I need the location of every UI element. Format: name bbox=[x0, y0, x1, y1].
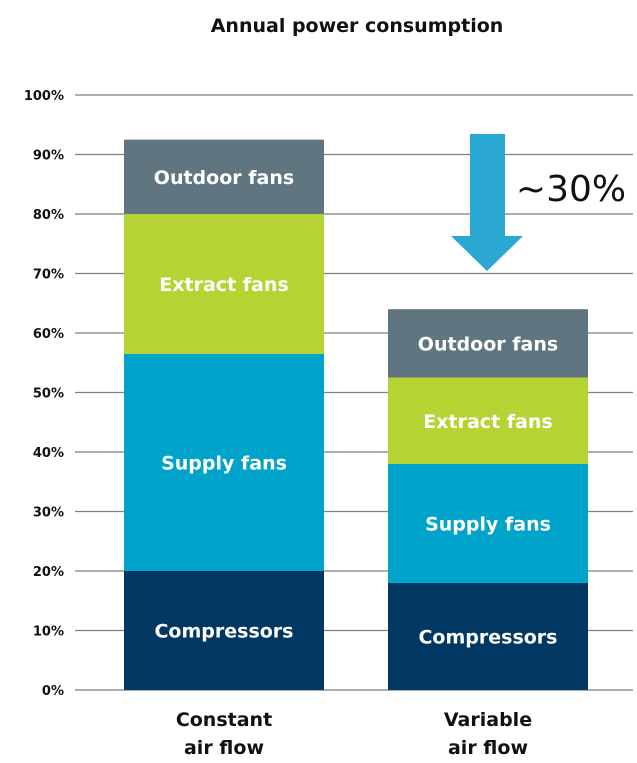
segment-label: Supply fans bbox=[425, 513, 551, 535]
bar-segment bbox=[124, 214, 324, 354]
segment-label: Compressors bbox=[154, 621, 293, 643]
bar-segment bbox=[388, 377, 588, 464]
segment-label: Extract fans bbox=[159, 274, 288, 296]
segment-label: Extract fans bbox=[423, 411, 552, 433]
down-arrow-icon bbox=[451, 134, 523, 271]
bar-segment bbox=[388, 463, 588, 583]
chart-title: Annual power consumption bbox=[211, 15, 504, 37]
text-layer: Annual power consumption 0% 10% 20% 30% 40% 5… bbox=[24, 15, 558, 759]
bar-segment bbox=[124, 571, 324, 690]
reduction-annotation: ~30% bbox=[516, 169, 626, 210]
y-tick-label: 50% bbox=[33, 387, 64, 402]
segment-label: Compressors bbox=[418, 626, 557, 648]
y-tick-label: 40% bbox=[33, 446, 64, 461]
y-tick-label: 70% bbox=[33, 268, 64, 283]
y-tick-label: 20% bbox=[33, 565, 64, 580]
bar-layer bbox=[124, 139, 588, 690]
bar-segment bbox=[124, 353, 324, 571]
bar-segment bbox=[388, 309, 588, 378]
y-tick-label: 80% bbox=[33, 208, 64, 223]
segment-label: Supply fans bbox=[161, 452, 287, 474]
segment-label: Outdoor fans bbox=[418, 333, 558, 355]
bar-segment bbox=[388, 582, 588, 690]
y-tick-label: 0% bbox=[42, 684, 64, 699]
segment-label: Outdoor fans bbox=[154, 167, 294, 189]
y-tick-label: 60% bbox=[33, 327, 64, 342]
x-category-label: Constant bbox=[176, 709, 272, 731]
x-category-label: Variable bbox=[444, 709, 532, 731]
y-tick-label: 90% bbox=[33, 149, 64, 164]
y-tick-label: 30% bbox=[33, 506, 64, 521]
bar-segment bbox=[124, 139, 324, 214]
x-category-label: air flow bbox=[448, 737, 528, 759]
x-category-label: air flow bbox=[184, 737, 264, 759]
y-tick-label: 100% bbox=[24, 89, 64, 104]
annotation-layer: ~30% bbox=[451, 134, 626, 271]
y-tick-label: 10% bbox=[33, 625, 64, 640]
